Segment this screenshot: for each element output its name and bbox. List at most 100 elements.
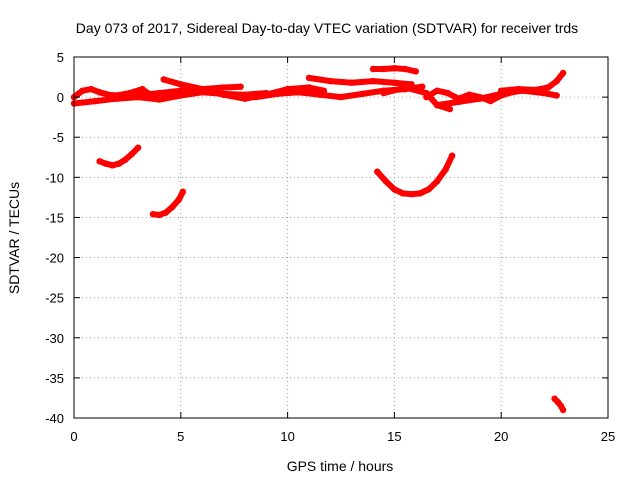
data-plot: [70, 65, 567, 414]
data-point: [327, 77, 334, 85]
data-point: [105, 91, 112, 98]
data-point: [305, 74, 313, 82]
y-tick-label: -35: [45, 371, 64, 386]
data-point: [425, 186, 432, 193]
data-point: [408, 191, 415, 198]
data-point: [134, 92, 142, 99]
axis-tick-labels: 0 5 10 15 20 25 5 0 -5 -10 -15 -20 -25 -30 -35 -40: [45, 50, 615, 444]
y-tick-label: -40: [45, 411, 64, 426]
x-tick-label: 20: [494, 429, 508, 444]
x-tick-label: 10: [280, 429, 294, 444]
data-point: [139, 85, 146, 93]
data-point: [337, 93, 345, 101]
data-point: [156, 211, 163, 219]
y-tick-label: -10: [45, 170, 64, 185]
data-point: [252, 93, 259, 101]
data-point: [455, 98, 462, 106]
data-point: [412, 68, 419, 75]
data-point: [444, 89, 451, 97]
data-point: [382, 178, 390, 185]
data-point: [87, 85, 95, 93]
data-point: [391, 79, 398, 86]
x-tick-label: 15: [387, 429, 401, 444]
data-point: [92, 97, 99, 105]
data-point: [553, 77, 560, 85]
data-point: [423, 93, 430, 101]
data-point: [160, 76, 167, 83]
data-point: [162, 209, 169, 216]
data-point: [126, 89, 133, 97]
data-point: [96, 158, 103, 165]
data-point: [156, 89, 163, 97]
data-point: [199, 85, 206, 93]
axis-ticks: [73, 56, 609, 419]
data-point: [134, 144, 142, 151]
data-point: [113, 92, 120, 99]
data-point: [374, 168, 381, 175]
data-point: [179, 188, 187, 195]
series-line-sat-n: [374, 152, 456, 198]
data-point: [401, 65, 409, 73]
data-point: [295, 89, 302, 96]
y-tick-label: 5: [57, 50, 64, 65]
data-point: [177, 92, 184, 99]
data-point: [122, 156, 129, 163]
data-point: [348, 79, 355, 86]
y-axis-label: SDTVAR / TECUs: [6, 182, 22, 294]
data-point: [109, 162, 116, 169]
data-point: [559, 406, 567, 414]
data-point: [177, 87, 184, 94]
data-point: [433, 101, 441, 109]
grid: [74, 57, 608, 418]
data-point: [401, 84, 409, 91]
y-tick-label: -20: [45, 251, 64, 266]
chart-title: Day 073 of 2017, Sidereal Day-to-day VTE…: [76, 20, 578, 36]
data-point: [559, 69, 567, 77]
data-point: [316, 91, 323, 98]
data-point: [102, 160, 110, 167]
x-tick-label: 25: [601, 429, 615, 444]
data-point: [442, 166, 449, 173]
data-point: [532, 86, 539, 94]
y-tick-label: -15: [45, 210, 64, 225]
data-point: [515, 85, 522, 93]
data-point: [369, 77, 377, 85]
data-point: [79, 87, 86, 94]
data-point: [391, 65, 398, 72]
x-tick-label: 5: [177, 429, 184, 444]
y-tick-label: -5: [52, 130, 64, 145]
data-point: [149, 211, 157, 218]
y-tick-label: 0: [57, 90, 64, 105]
data-point: [241, 95, 249, 102]
data-point: [175, 196, 182, 203]
data-point: [237, 83, 244, 90]
data-point: [305, 84, 313, 91]
data-point: [115, 160, 123, 167]
data-point: [273, 90, 281, 98]
data-point: [220, 91, 227, 98]
data-point: [359, 90, 366, 98]
data-point: [391, 186, 398, 193]
data-point: [448, 152, 456, 159]
data-point: [553, 92, 560, 99]
data-point: [419, 83, 426, 90]
y-tick-label: -30: [45, 331, 64, 346]
data-point: [433, 178, 441, 185]
data-point: [369, 65, 377, 73]
data-point: [380, 65, 387, 73]
data-point: [399, 190, 407, 197]
data-point: [416, 190, 424, 197]
y-tick-label: -25: [45, 291, 64, 306]
data-point: [476, 95, 483, 102]
data-point: [446, 105, 454, 113]
data-point: [96, 89, 103, 96]
data-point: [433, 87, 441, 94]
data-point: [545, 84, 552, 91]
data-point: [498, 87, 505, 94]
x-tick-label: 0: [70, 429, 77, 444]
plot-frame: [73, 56, 609, 419]
data-point: [466, 91, 473, 98]
data-point: [220, 84, 227, 91]
data-point: [177, 81, 184, 88]
